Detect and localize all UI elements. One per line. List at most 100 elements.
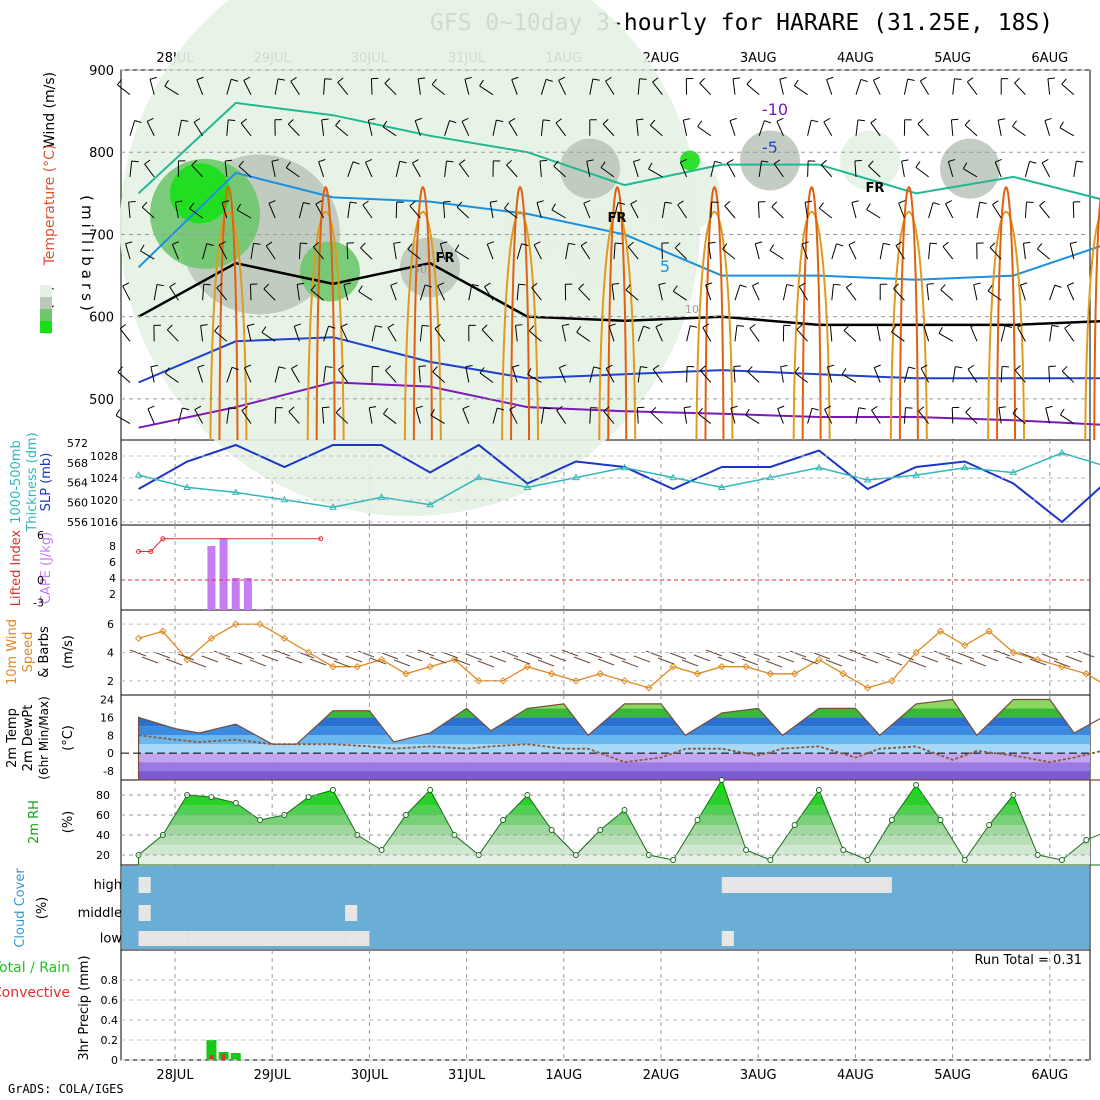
wind-barb xyxy=(826,366,833,383)
wind-barb-flag xyxy=(125,241,133,245)
rh-shade-blob xyxy=(170,163,230,224)
wind-barb xyxy=(461,121,470,136)
wind-speed-marker xyxy=(450,655,459,664)
wind-barb xyxy=(1064,327,1075,342)
wind-barb-flag xyxy=(639,78,647,80)
rh-marker xyxy=(888,817,895,823)
wind-barb xyxy=(938,332,954,342)
wind-barb-flag xyxy=(987,285,993,292)
date-label-bottom: 29JUL xyxy=(254,1068,292,1083)
wind-barb xyxy=(724,205,736,219)
wind-barb-flag xyxy=(1076,160,1084,163)
wind-barb-flag xyxy=(895,241,903,246)
wind-barb-flag xyxy=(843,325,850,331)
wind-barb xyxy=(166,329,179,342)
wind-speed-marker xyxy=(693,670,702,678)
wind10m-barb xyxy=(945,657,963,665)
rh-marker xyxy=(718,777,725,783)
wind-barb-flag xyxy=(206,243,214,246)
rh-shade-blob xyxy=(740,130,800,191)
wind-barb xyxy=(576,331,591,342)
date-label-bottom: 1AUG xyxy=(545,1068,582,1083)
wind-barb xyxy=(868,165,881,178)
wind-barb xyxy=(655,326,663,342)
wind-barb xyxy=(661,243,663,260)
wind-barb xyxy=(1022,243,1026,260)
wind-barb xyxy=(146,121,155,136)
rh-marker xyxy=(232,800,239,806)
wind-barb xyxy=(699,82,712,96)
wind-barb-flag xyxy=(277,78,285,81)
cloud-middle-block xyxy=(138,905,151,921)
wind-ytick: 2 xyxy=(107,675,114,688)
wind10m-barb xyxy=(693,654,711,662)
wind-barb xyxy=(492,120,497,136)
wind-barb-flag xyxy=(216,282,223,289)
wind-barb-flag xyxy=(680,158,687,163)
wind-barb xyxy=(371,325,376,342)
wind-barb-flag xyxy=(1047,77,1055,80)
wind-barb xyxy=(321,119,325,136)
wind-barb-flag xyxy=(658,282,666,286)
wind-barb xyxy=(129,160,133,177)
wind-barb xyxy=(565,243,569,260)
wind-barb xyxy=(458,163,470,178)
wind10m-barb xyxy=(645,650,663,658)
wind-barb xyxy=(871,409,881,424)
wind-barb-flag xyxy=(745,408,750,416)
wind-barb xyxy=(973,284,978,301)
wind-barb xyxy=(947,161,954,178)
wind10m-barb xyxy=(141,656,159,664)
thickness-marker xyxy=(523,483,532,490)
wind-speed-marker xyxy=(1082,670,1090,678)
wind-barb-flag xyxy=(369,406,377,409)
wind-barb xyxy=(1017,327,1026,342)
wind-barb-flag xyxy=(172,241,180,245)
wind-barb-flag xyxy=(967,77,974,83)
wind-barb xyxy=(555,122,566,137)
wind-barb-flag xyxy=(527,368,532,375)
wind-barb xyxy=(296,284,300,301)
wind-barb-flag xyxy=(868,160,874,167)
wind-barb xyxy=(851,202,857,219)
cloud-low-block xyxy=(345,931,370,946)
wind-barb-flag xyxy=(1023,241,1031,244)
wind-barb xyxy=(918,410,929,424)
wind-barb xyxy=(395,201,398,219)
rh-band xyxy=(138,815,1090,825)
wind-barb-flag xyxy=(424,284,432,288)
slp-ylabel-right: SLP (mb) xyxy=(39,453,54,512)
wind-barb-flag xyxy=(871,405,878,411)
upper-ytick-label: 900 xyxy=(89,64,114,79)
wind-barb xyxy=(265,245,276,260)
wind-barb-flag xyxy=(739,284,747,288)
wind-barb xyxy=(679,161,688,178)
wind-ytick: 4 xyxy=(107,647,114,660)
wind-barb-flag xyxy=(998,406,1006,409)
wind-barb xyxy=(1041,162,1051,178)
wind-barb-flag xyxy=(312,241,319,248)
wind10m-barb xyxy=(609,653,627,661)
wind-barb-flag xyxy=(640,366,648,369)
wind10m-barb xyxy=(345,655,363,663)
wind-barb xyxy=(627,246,639,260)
wind-barb xyxy=(444,120,451,136)
temp-band xyxy=(138,753,1090,763)
temp-contour-15-loop xyxy=(695,210,734,441)
wind-barb-flag xyxy=(360,242,366,249)
wind-barb xyxy=(321,407,325,424)
wind-barb xyxy=(141,206,155,219)
wind-barb-flag xyxy=(724,200,731,207)
cape-ytick: 6 xyxy=(109,556,116,569)
wind-barb-flag xyxy=(948,159,956,162)
rh-ytick: 40 xyxy=(96,829,110,842)
rh-band xyxy=(138,805,1090,815)
wind-barb-flag xyxy=(196,76,204,81)
wind-speed-marker xyxy=(280,634,289,643)
wind-barb xyxy=(226,79,232,95)
wind-barb xyxy=(976,202,981,219)
wind-barb-flag xyxy=(481,324,488,330)
wind-barb-flag xyxy=(630,200,638,205)
rh-band xyxy=(138,780,1090,795)
wind-barb-flag xyxy=(1004,325,1012,328)
